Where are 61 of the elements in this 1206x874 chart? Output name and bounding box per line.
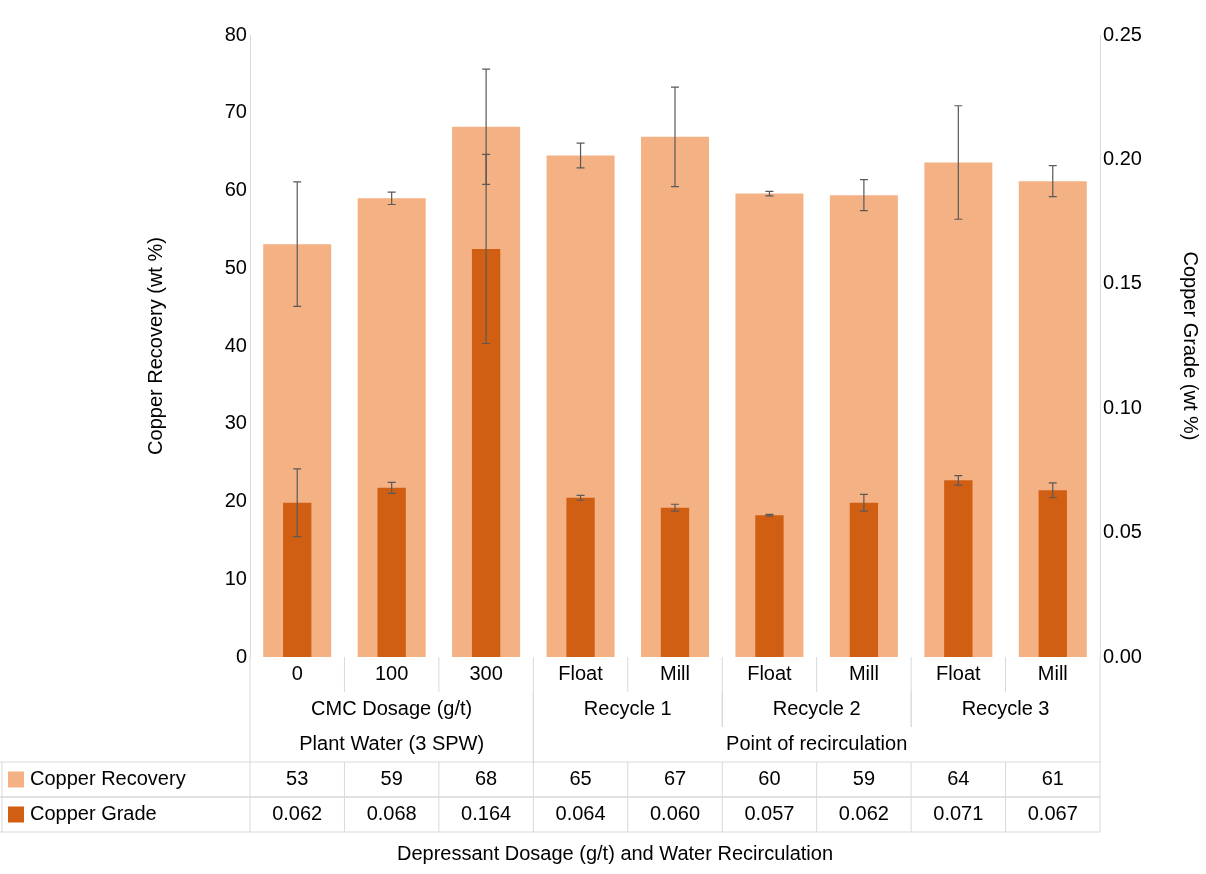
data-label: 0.057 — [744, 802, 795, 825]
text: CMC Dosage (g/t) — [311, 697, 473, 720]
text: Recycle 3 — [961, 697, 1050, 720]
x-tick-label: Mill — [848, 662, 879, 685]
x-tick-label: Float — [936, 662, 982, 685]
y2-tick-label: 0.20 — [1103, 146, 1142, 169]
data-label: 0.068 — [366, 802, 417, 825]
text: Recycle 2 — [772, 697, 861, 720]
legend-label: Copper Recovery — [30, 767, 186, 790]
y2-tick-label: 0.10 — [1103, 395, 1142, 418]
y-tick-label: 20 — [224, 489, 247, 512]
data-label: 0.067 — [1027, 802, 1078, 825]
y2-tick-label: 0.00 — [1103, 644, 1142, 667]
y-tick-label: 10 — [224, 566, 247, 589]
y-tick-label: 30 — [224, 411, 247, 434]
data-label: 0.071 — [933, 802, 984, 825]
text: Depressant Dosage (g/t) and Water Recirculation — [396, 841, 834, 864]
data-label: 0.062 — [272, 802, 323, 825]
x-tick-label: 300 — [469, 662, 503, 685]
y-axis-title: Copper Recovery (wt %) — [143, 237, 166, 455]
x-tick-label: Mill — [1037, 662, 1068, 685]
data-label: 0.060 — [649, 802, 701, 825]
bar — [283, 502, 312, 657]
text: Point of recirculation — [726, 732, 908, 755]
y-tick-label: 60 — [224, 178, 247, 201]
data-label: 0.064 — [555, 802, 606, 825]
y2-tick-label: 0.15 — [1103, 271, 1142, 294]
data-label: 0.062 — [838, 802, 889, 825]
bar — [755, 515, 784, 657]
data-label: 64 — [947, 767, 970, 790]
bar — [849, 502, 879, 657]
data-label: 65 — [569, 767, 592, 790]
y2-axis-title: Copper Grade (wt %) — [1180, 251, 1203, 441]
data-label: 0.164 — [461, 802, 512, 825]
y2-tick-label: 0.05 — [1103, 520, 1142, 543]
bar — [944, 480, 973, 657]
y-tick-label: 0 — [235, 644, 247, 667]
data-label: 60 — [758, 767, 781, 790]
bar — [566, 497, 595, 657]
data-label: 59 — [852, 767, 876, 790]
bar — [377, 487, 406, 657]
x-tick-label: 0 — [291, 662, 303, 685]
y-tick-label: 70 — [224, 100, 247, 123]
data-label: 53 — [286, 767, 309, 790]
bar — [660, 507, 690, 657]
text: Recycle 1 — [583, 697, 672, 720]
y-tick-label: 50 — [224, 255, 247, 278]
y2-tick-label: 0.25 — [1103, 22, 1142, 45]
x-tick-label: 100 — [374, 662, 409, 685]
y-tick-label: 80 — [224, 22, 247, 45]
text: Plant Water (3 SPW) — [299, 732, 485, 755]
x-tick-label: Mill — [660, 662, 690, 685]
legend-label: Copper Grade — [30, 802, 157, 825]
data-label: 59 — [380, 767, 403, 790]
y-tick-label: 40 — [224, 333, 247, 356]
data-label: 67 — [663, 767, 687, 790]
data-label: 68 — [474, 767, 498, 790]
x-tick-label: Float — [558, 662, 604, 685]
bar — [1038, 490, 1067, 657]
data-label: 61 — [1041, 767, 1064, 790]
x-tick-label: Float — [747, 662, 793, 685]
